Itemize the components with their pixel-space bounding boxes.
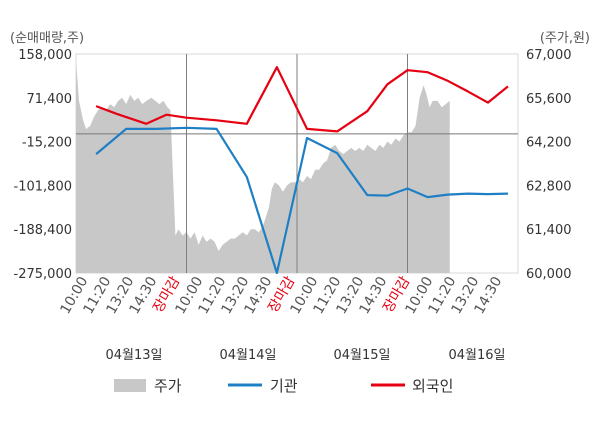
date-label: 04월16일	[448, 348, 505, 363]
right-tick-label: 64,200	[526, 136, 572, 151]
left-tick-label: -275,000	[14, 267, 72, 282]
legend-label-institution: 기관	[270, 377, 298, 395]
date-label: 04월14일	[219, 348, 276, 363]
left-tick-label: 158,000	[18, 48, 72, 63]
left-tick-label: 71,400	[27, 92, 73, 107]
right-axis-unit: (주가,원)	[540, 31, 590, 46]
price-area	[76, 60, 450, 273]
left-tick-label: -101,800	[14, 179, 72, 194]
legend-swatch-price	[114, 379, 146, 392]
right-tick-label: 67,000	[526, 48, 572, 63]
right-tick-label: 61,400	[526, 223, 572, 238]
left-tick-label: -15,200	[22, 136, 72, 151]
right-tick-label: 62,800	[526, 179, 572, 194]
series-line-foreign	[95, 66, 509, 133]
left-axis-unit: (순매매량,주)	[10, 31, 84, 46]
legend-label-price: 주가	[154, 377, 182, 395]
legend-label-foreign: 외국인	[412, 377, 453, 395]
date-label: 04월13일	[105, 348, 162, 363]
right-tick-label: 60,000	[526, 267, 572, 282]
left-tick-label: -188,400	[14, 223, 72, 238]
right-tick-label: 65,600	[526, 92, 572, 107]
series-line-institution	[95, 126, 509, 275]
date-label: 04월15일	[333, 348, 390, 363]
